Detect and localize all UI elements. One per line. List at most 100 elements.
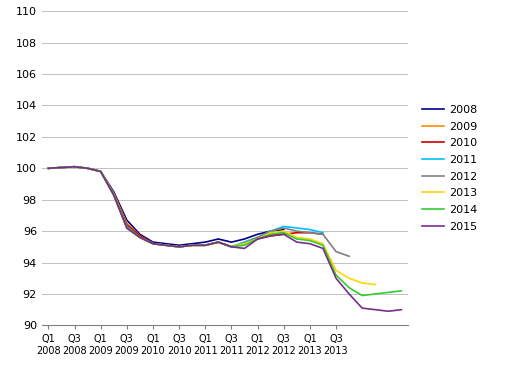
2014 — [228, 245, 234, 249]
2012 — [58, 165, 65, 170]
Line: 2008: 2008 — [49, 167, 283, 245]
2010 — [97, 169, 104, 174]
2010 — [241, 242, 248, 246]
2015 — [228, 245, 234, 249]
2010 — [46, 166, 52, 171]
2010 — [150, 242, 156, 246]
2009 — [111, 191, 117, 196]
2009 — [58, 165, 65, 170]
Line: 2012: 2012 — [49, 167, 349, 256]
2012 — [306, 230, 313, 235]
2009 — [123, 221, 130, 226]
2015 — [359, 306, 365, 310]
2011 — [123, 224, 130, 229]
2015 — [46, 166, 52, 171]
2015 — [111, 193, 117, 197]
2010 — [215, 240, 222, 244]
2010 — [123, 223, 130, 227]
2010 — [294, 230, 300, 235]
2013 — [150, 242, 156, 246]
2015 — [241, 246, 248, 251]
2009 — [215, 240, 222, 244]
2010 — [320, 232, 326, 236]
2011 — [150, 242, 156, 246]
2012 — [123, 226, 130, 230]
2015 — [372, 307, 378, 312]
2010 — [58, 165, 65, 170]
2012 — [84, 166, 91, 171]
2011 — [58, 165, 65, 170]
2014 — [280, 230, 287, 235]
Legend: 2008, 2009, 2010, 2011, 2012, 2013, 2014, 2015: 2008, 2009, 2010, 2011, 2012, 2013, 2014… — [417, 101, 482, 236]
2011 — [84, 166, 91, 171]
2009 — [241, 240, 248, 244]
2014 — [58, 165, 65, 170]
2013 — [333, 268, 339, 273]
Line: 2015: 2015 — [49, 167, 402, 311]
2010 — [189, 243, 195, 248]
2015 — [58, 165, 65, 170]
2015 — [346, 292, 352, 296]
2008 — [58, 165, 65, 170]
2015 — [123, 226, 130, 230]
2013 — [267, 230, 274, 235]
2012 — [202, 243, 208, 248]
2010 — [306, 230, 313, 235]
2012 — [137, 235, 143, 240]
2012 — [333, 249, 339, 254]
2013 — [359, 281, 365, 285]
2013 — [189, 243, 195, 248]
2015 — [163, 243, 169, 248]
Line: 2014: 2014 — [49, 167, 402, 295]
2013 — [294, 235, 300, 240]
2008 — [228, 240, 234, 244]
2008 — [254, 232, 260, 236]
2014 — [346, 285, 352, 290]
2015 — [176, 245, 182, 249]
2012 — [320, 232, 326, 236]
2008 — [97, 169, 104, 174]
2010 — [137, 234, 143, 238]
2009 — [150, 242, 156, 246]
2015 — [84, 166, 91, 171]
2014 — [372, 292, 378, 296]
2013 — [280, 229, 287, 233]
2011 — [189, 243, 195, 248]
2013 — [84, 166, 91, 171]
2008 — [202, 240, 208, 244]
Line: 2013: 2013 — [49, 167, 375, 285]
2011 — [306, 227, 313, 232]
2011 — [97, 169, 104, 174]
2009 — [137, 234, 143, 238]
2014 — [399, 289, 405, 293]
2010 — [84, 166, 91, 171]
2015 — [399, 307, 405, 312]
2013 — [306, 237, 313, 241]
2014 — [385, 290, 391, 295]
2009 — [176, 245, 182, 249]
2012 — [46, 166, 52, 171]
2012 — [228, 245, 234, 249]
2015 — [333, 276, 339, 280]
2009 — [228, 245, 234, 249]
2012 — [111, 193, 117, 197]
2008 — [280, 227, 287, 232]
2011 — [111, 193, 117, 197]
2011 — [137, 235, 143, 240]
2015 — [189, 243, 195, 248]
2011 — [254, 235, 260, 240]
2014 — [359, 293, 365, 298]
2013 — [241, 242, 248, 246]
2014 — [111, 193, 117, 197]
2009 — [280, 230, 287, 235]
2010 — [71, 165, 77, 169]
2008 — [46, 166, 52, 171]
2013 — [71, 165, 77, 169]
2009 — [97, 169, 104, 174]
2014 — [150, 242, 156, 246]
2012 — [215, 240, 222, 244]
2013 — [111, 193, 117, 197]
2013 — [320, 242, 326, 246]
2015 — [215, 240, 222, 244]
2011 — [294, 226, 300, 230]
